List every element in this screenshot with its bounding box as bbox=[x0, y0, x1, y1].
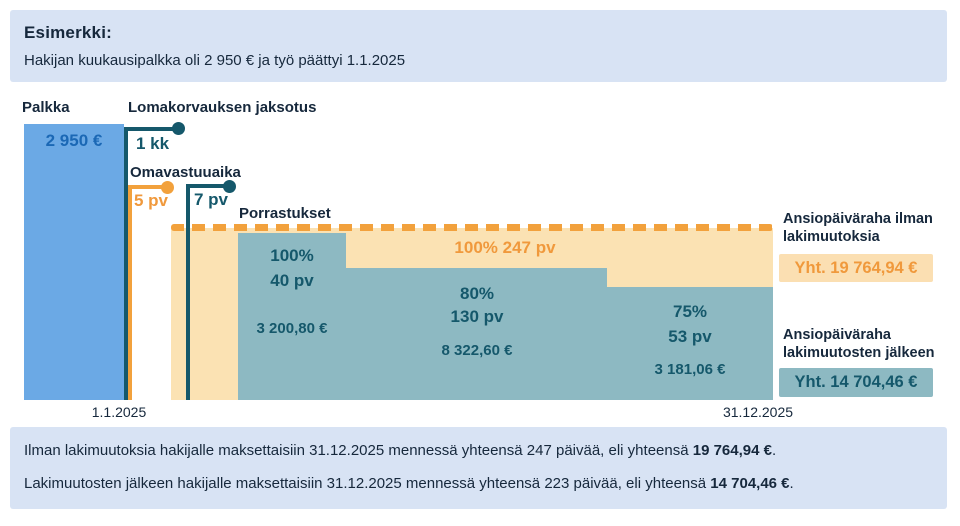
omavastuu-new-vline bbox=[186, 184, 190, 400]
legend-old-label-line2: lakimuutoksia bbox=[783, 229, 880, 245]
footer-line-1-amount: 19 764,94 € bbox=[692, 442, 772, 459]
step-100-amount: 3 200,80 € bbox=[256, 320, 328, 337]
footer-line-1: Ilman lakimuutoksia hakijalle maksettais… bbox=[24, 442, 776, 459]
step-75-amount: 3 181,06 € bbox=[654, 361, 726, 378]
salary-value: 2 950 € bbox=[45, 131, 103, 150]
omavastuu-new-value: 7 pv bbox=[194, 190, 229, 209]
step-80-days: 130 pv bbox=[450, 307, 504, 326]
omavastuu-old-vline bbox=[128, 185, 132, 400]
old-law-dashed-line bbox=[171, 224, 773, 231]
page-title: Esimerkki: bbox=[24, 23, 112, 42]
footer-line-1-text: Ilman lakimuutoksia hakijalle maksettais… bbox=[24, 442, 693, 459]
lomakorvaus-hline bbox=[124, 127, 174, 131]
footer-line-1-suffix: . bbox=[771, 442, 777, 459]
footer-line-2: Lakimuutosten jälkeen hakijalle maksetta… bbox=[24, 475, 794, 492]
omavastuu-label: Omavastuuaika bbox=[130, 164, 241, 181]
old-band-label: 100% 247 pv bbox=[454, 238, 556, 257]
legend-new-total: Yht. 14 704,46 € bbox=[794, 373, 918, 391]
footer-line-2-suffix: . bbox=[789, 475, 794, 492]
page-subtitle: Hakijan kuukausipalkka oli 2 950 € ja ty… bbox=[24, 52, 406, 69]
omavastuu-old-dot-icon bbox=[161, 181, 174, 194]
step-100-percent: 100% bbox=[270, 246, 314, 265]
omavastuu-old-hline bbox=[128, 185, 162, 189]
legend-new-label-line2: lakimuutosten jälkeen bbox=[783, 345, 935, 361]
lomakorvaus-value: 1 kk bbox=[136, 134, 170, 153]
x-axis-end-date: 31.12.2025 bbox=[722, 404, 794, 420]
step-75-days: 53 pv bbox=[668, 327, 712, 346]
footer-banner: Ilman lakimuutoksia hakijalle maksettais… bbox=[10, 427, 947, 509]
lomakorvaus-vline bbox=[124, 127, 128, 400]
palkka-label: Palkka bbox=[22, 99, 70, 116]
footer-line-2-amount: 14 704,46 € bbox=[710, 475, 790, 492]
legend-new-label: Ansiopäiväraha lakimuutosten jälkeen bbox=[783, 326, 935, 362]
legend-old-total: Yht. 19 764,94 € bbox=[794, 258, 918, 277]
omavastuu-new-hline bbox=[186, 184, 224, 188]
step-bar-75 bbox=[607, 287, 773, 400]
footer-line-2-text: Lakimuutosten jälkeen hakijalle maksetta… bbox=[24, 475, 711, 492]
salary-bar bbox=[24, 124, 124, 400]
legend-new-label-line1: Ansiopäiväraha bbox=[783, 327, 891, 343]
omavastuu-new-dot-icon bbox=[223, 180, 236, 193]
step-80-percent: 80% bbox=[459, 284, 495, 303]
header-banner: Esimerkki: Hakijan kuukausipalkka oli 2 … bbox=[10, 10, 947, 82]
lomakorvaus-label: Lomakorvauksen jaksotus bbox=[128, 99, 317, 116]
legend-new-total-badge: Yht. 14 704,46 € bbox=[779, 368, 933, 397]
step-100-days: 40 pv bbox=[270, 271, 314, 290]
omavastuu-old-value: 5 pv bbox=[134, 191, 169, 210]
step-bar-80 bbox=[346, 268, 607, 400]
legend-old-total-badge: Yht. 19 764,94 € bbox=[779, 254, 933, 282]
porrastukset-label: Porrastukset bbox=[239, 205, 331, 222]
step-80-amount: 8 322,60 € bbox=[441, 342, 513, 359]
legend-old-label-line1: Ansiopäiväraha ilman bbox=[783, 211, 933, 227]
lomakorvaus-dot-icon bbox=[172, 122, 185, 135]
legend-old-label: Ansiopäiväraha ilman lakimuutoksia bbox=[783, 210, 933, 246]
x-axis-start-date: 1.1.2025 bbox=[91, 404, 147, 420]
step-bar-100 bbox=[238, 233, 346, 400]
step-75-percent: 75% bbox=[672, 302, 708, 321]
